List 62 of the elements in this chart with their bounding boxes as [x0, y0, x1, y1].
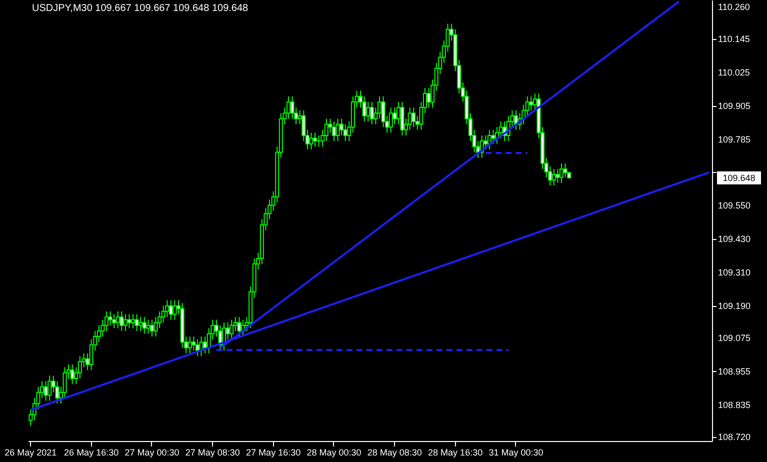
x-tick-label: 26 May 16:30: [64, 448, 119, 458]
candlestick: [146, 319, 150, 334]
candlestick: [313, 132, 318, 148]
candlestick: [195, 338, 200, 357]
candlestick: [412, 107, 416, 128]
y-tick-label: 110.145: [718, 34, 750, 44]
candlestick: [70, 364, 74, 385]
candlestick: [172, 300, 177, 320]
x-tick-label: 27 May 16:30: [246, 448, 301, 458]
candlestick: [556, 168, 560, 184]
text: 109.648: [722, 172, 756, 183]
candlestick: [131, 314, 136, 329]
y-tick-label: 109.430: [718, 234, 751, 244]
x-tick-label: 27 May 00:30: [124, 448, 180, 458]
candlestick: [188, 336, 192, 354]
candlestick: [370, 101, 374, 125]
y-tick-label: 109.785: [718, 134, 751, 145]
candlestick: [563, 162, 568, 178]
candlestick: [392, 107, 397, 125]
candlestick: [484, 134, 488, 150]
y-tick-label: 110.260: [718, 2, 750, 12]
candlestick: [237, 316, 242, 338]
x-tick-label: 26 May 2021: [4, 448, 57, 458]
candlestick: [366, 101, 370, 122]
candlestick: [138, 316, 143, 332]
candlestick: [309, 132, 314, 150]
chart-title: USDJPY,M30 109.667 109.667 109.648 109.648: [32, 3, 249, 14]
candlestick: [336, 118, 340, 142]
x-tick-label: 28 May 16:30: [428, 448, 483, 458]
candlestick: [116, 310, 120, 329]
y-tick-label: 108.835: [718, 400, 751, 410]
candlestick: [559, 162, 564, 184]
candlestick: [108, 310, 112, 326]
x-tick-label: 28 May 08:30: [367, 448, 422, 458]
candlestick: [230, 319, 234, 340]
candlestick: [388, 107, 393, 134]
candlestick: [112, 314, 116, 329]
x-tick-label: 27 May 08:30: [185, 448, 240, 458]
y-tick-label: 109.550: [718, 200, 751, 210]
candlestick: [332, 120, 336, 142]
candlestick: [400, 101, 404, 136]
candlestick: [529, 96, 534, 111]
candlestick: [134, 314, 139, 332]
candlestick: [127, 314, 132, 329]
candlestick: [150, 319, 154, 338]
y-tick-label: 109.075: [718, 332, 751, 343]
candlestick: [142, 316, 146, 334]
y-tick-label: 108.955: [718, 366, 751, 376]
y-tick-label: 109.905: [718, 101, 751, 112]
candlestick: [491, 129, 496, 144]
y-tick-label: 109.310: [718, 267, 751, 278]
y-tick-label: 110.025: [718, 68, 750, 78]
x-tick-label: 28 May 00:30: [306, 448, 362, 458]
x-tick-label: 31 May 00:30: [488, 448, 544, 458]
candlestick: [120, 310, 124, 332]
candlestick: [48, 375, 52, 402]
candlestick: [426, 87, 431, 108]
candlestick: [123, 314, 128, 332]
y-tick-label: 108.720: [718, 432, 751, 442]
candlestick: [203, 336, 208, 354]
candlestick: [552, 168, 556, 186]
y-tick-label: 109.190: [718, 300, 751, 311]
